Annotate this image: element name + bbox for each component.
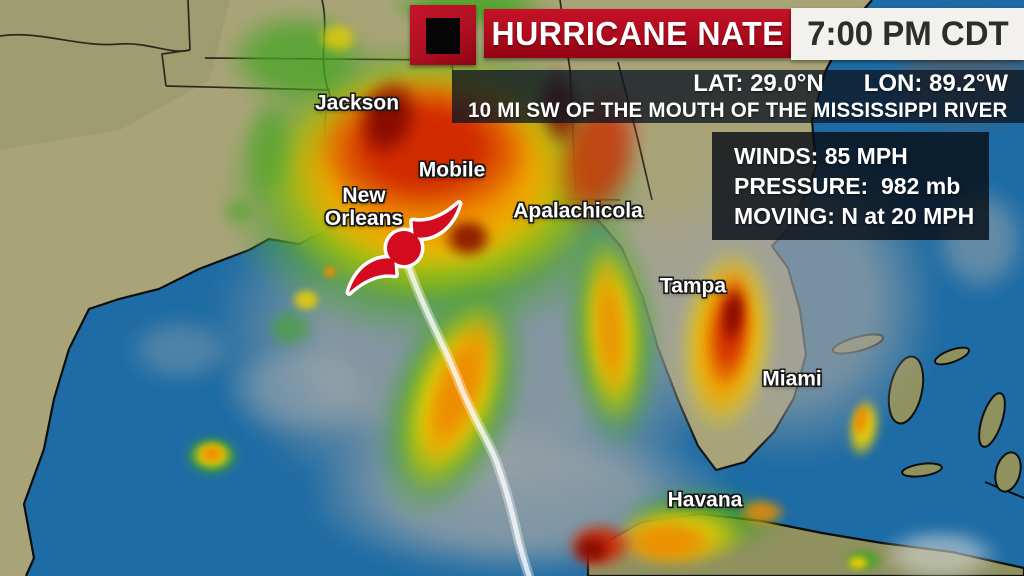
city-label-tampa: Tampa xyxy=(659,274,727,298)
title-banner: HURRICANE NATE xyxy=(484,9,791,58)
city-label-new-orleans: New Orleans xyxy=(324,184,404,230)
longitude-value: LON: 89.2°W xyxy=(863,70,1008,97)
logo-inner-square xyxy=(426,18,460,54)
city-label-jackson: Jackson xyxy=(314,91,400,115)
city-label-mobile: Mobile xyxy=(418,158,486,182)
winds-value: WINDS: 85 MPH xyxy=(734,142,908,169)
moving-value: MOVING: N at 20 MPH xyxy=(734,202,975,229)
latitude-value: LAT: 29.0°N xyxy=(693,70,824,97)
location-panel: LAT: 29.0°N LON: 89.2°W 10 MI SW OF THE … xyxy=(452,70,1024,123)
twc-logo-icon xyxy=(410,5,476,65)
pressure-value: PRESSURE: 982 mb xyxy=(734,172,961,199)
position-description: 10 MI SW OF THE MOUTH OF THE MISSISSIPPI… xyxy=(468,99,1008,122)
storm-title: HURRICANE NATE xyxy=(491,14,784,52)
time-box: 7:00 PM CDT xyxy=(791,8,1024,60)
storm-stats-panel: WINDS: 85 MPH PRESSURE: 982 mb MOVING: N… xyxy=(712,132,989,240)
city-label-miami: Miami xyxy=(762,367,822,391)
timestamp: 7:00 PM CDT xyxy=(806,14,1009,53)
lat-lon-line: LAT: 29.0°N LON: 89.2°W xyxy=(693,70,1008,98)
city-label-apalachicola: Apalachicola xyxy=(513,199,643,223)
city-label-havana: Havana xyxy=(667,488,743,512)
